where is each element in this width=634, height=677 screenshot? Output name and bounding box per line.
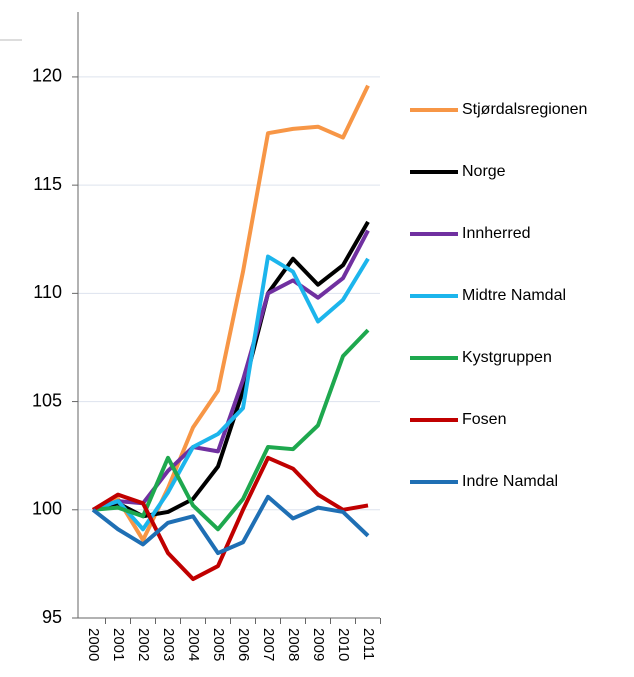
series-line — [92, 254, 370, 532]
series-line — [91, 494, 370, 556]
x-tick-label: 2007 — [260, 628, 277, 661]
x-tick-label: 2003 — [160, 628, 177, 661]
x-tick-label: 2004 — [185, 628, 202, 661]
legend-label: Indre Namdal — [462, 473, 558, 490]
y-tick-label: 105 — [32, 390, 62, 410]
y-tick-label: 95 — [42, 607, 62, 627]
x-tick-label: 2008 — [285, 628, 302, 661]
legend-label: Midtre Namdal — [462, 287, 566, 304]
x-tick-label: 2001 — [110, 628, 127, 661]
legend-label: Stjørdalsregionen — [462, 101, 587, 118]
x-tick-label: 2002 — [135, 628, 152, 661]
legend-label: Innherred — [462, 225, 531, 242]
y-tick-label: 110 — [33, 282, 62, 302]
legend-label: Fosen — [462, 411, 506, 428]
series-line — [91, 455, 369, 582]
y-tick-label: 100 — [32, 499, 62, 519]
x-tick-label: 2009 — [310, 628, 327, 661]
series-line — [92, 84, 370, 543]
legend-label: Kystgruppen — [462, 349, 552, 366]
series-line — [92, 220, 370, 519]
y-tick-label: 120 — [32, 66, 62, 86]
x-tick-label: 2005 — [210, 628, 227, 661]
x-tick-label: 2010 — [335, 628, 352, 661]
x-tick-label: 2000 — [85, 628, 102, 661]
series-line — [92, 328, 370, 532]
x-tick-label: 2006 — [235, 628, 252, 661]
x-tick-label: 2011 — [360, 628, 377, 660]
legend-label: Norge — [462, 163, 506, 180]
y-tick-label: 115 — [33, 174, 62, 194]
series-line — [92, 229, 370, 512]
